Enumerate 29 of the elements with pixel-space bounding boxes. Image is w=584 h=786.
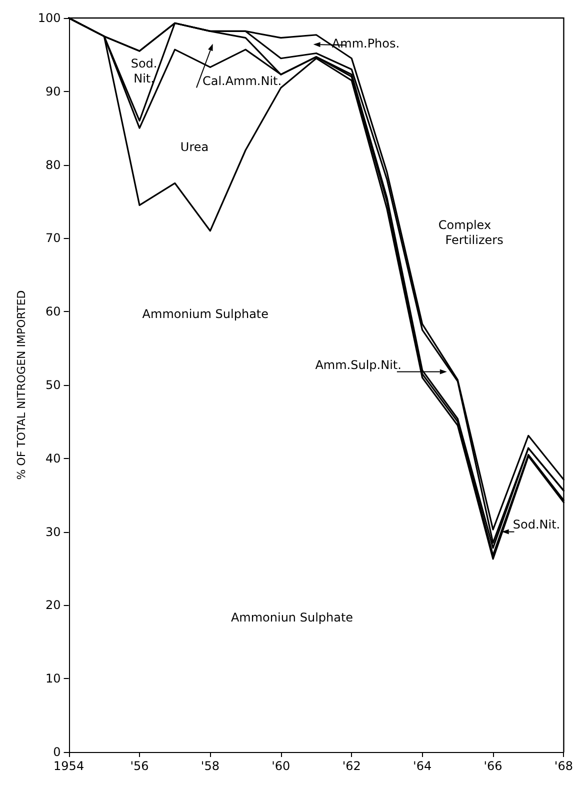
x-tick-label: '64 bbox=[413, 759, 432, 773]
y-tick-label: 70 bbox=[46, 231, 61, 246]
x-tick-label: '66 bbox=[484, 759, 502, 773]
annotation: Sod. Nit. bbox=[130, 56, 158, 86]
annotation: Urea bbox=[180, 140, 209, 154]
annotation: Complex Fertilizers bbox=[426, 218, 504, 247]
y-axis-title: % OF TOTAL NITROGEN IMPORTED bbox=[15, 290, 28, 480]
annotation: Amm.Sulp.Nit. bbox=[315, 358, 402, 372]
x-tick-label: '60 bbox=[272, 759, 290, 773]
y-tick-label: 80 bbox=[46, 158, 61, 172]
x-tick-label: 1954 bbox=[54, 759, 84, 773]
annotation: Sod.Nit. bbox=[512, 517, 560, 532]
x-tick-label: '68 bbox=[554, 759, 574, 773]
y-tick-label: 100 bbox=[38, 11, 61, 25]
y-tick-label: 20 bbox=[46, 598, 61, 612]
annotation: Cal.Amm.Nit. bbox=[202, 74, 282, 88]
annotation: Ammoniun Sulphate bbox=[230, 610, 354, 625]
y-tick-label: 40 bbox=[46, 451, 61, 466]
x-tick-label: '56 bbox=[130, 759, 149, 773]
y-tick-label: 50 bbox=[46, 378, 61, 392]
annotation: Ammonium Sulphate bbox=[142, 306, 268, 321]
y-tick-label: 0 bbox=[53, 745, 61, 759]
y-tick-label: 90 bbox=[46, 84, 61, 98]
y-tick-label: 30 bbox=[46, 524, 61, 539]
x-tick-label: '58 bbox=[200, 759, 220, 773]
annotation: Amm.Phos. bbox=[332, 36, 400, 51]
y-tick-label: 10 bbox=[46, 672, 61, 686]
x-tick-label: '62 bbox=[342, 759, 361, 773]
y-tick-label: 60 bbox=[46, 304, 61, 319]
